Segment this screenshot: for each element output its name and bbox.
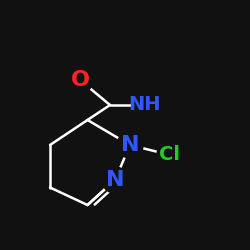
- Circle shape: [102, 167, 128, 193]
- Circle shape: [132, 92, 158, 118]
- Circle shape: [117, 132, 143, 158]
- Text: N: N: [121, 135, 139, 155]
- Circle shape: [157, 142, 183, 168]
- Text: NH: NH: [129, 96, 161, 114]
- Text: O: O: [70, 70, 90, 90]
- Text: N: N: [106, 170, 124, 190]
- Circle shape: [67, 67, 93, 93]
- Text: Cl: Cl: [160, 146, 180, 165]
